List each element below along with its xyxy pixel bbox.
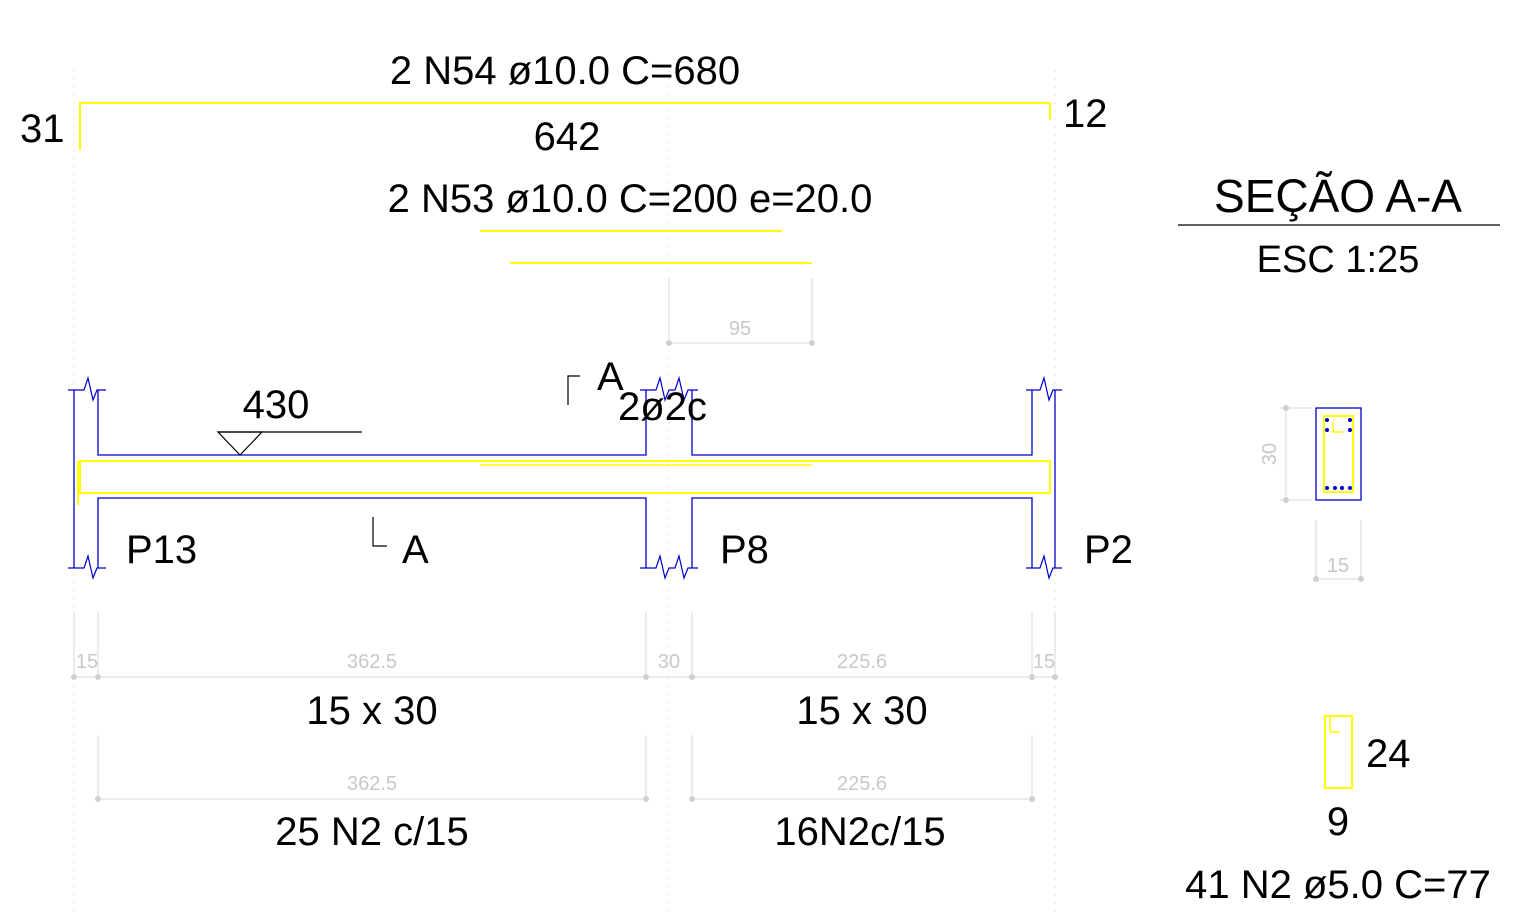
section-title: SEÇÃO A-A [1214,170,1462,222]
beam-elevation: 430 A 2ø2c A P13 P8 P2 [68,355,1133,581]
negative-rebar-detail: 2 N53 ø10.0 C=200 e=20.0 95 [388,177,873,346]
level-marker: 430 [216,383,362,456]
stirrup-width: 9 [1327,800,1349,844]
level-value: 430 [243,383,310,427]
section-cut-top-label: A [597,355,624,399]
pillar-p2: P2 [1084,528,1133,572]
top-rebar-left-hook: 31 [20,107,65,151]
dim-row1-1: 15 [76,651,98,673]
section-title-block: SEÇÃO A-A ESC 1:25 [1178,170,1500,281]
negative-rebar-label: 2 N53 ø10.0 C=200 e=20.0 [388,177,873,221]
dim-row1-2: 362.5 [347,651,397,673]
stirrup-shape [1324,715,1353,789]
dimension-row-2: 362.5 225.6 [95,735,1035,802]
top-rebar-detail: 2 N54 ø10.0 C=680 31 12 642 [20,49,1108,159]
top-rebar-shape [79,102,1051,150]
dimension-row-1: 15 362.5 30 225.6 15 [71,612,1058,680]
section-cut-top-mark [567,375,580,405]
negative-rebar-dim: 95 [729,318,751,340]
cross-section-outline [1315,407,1362,501]
longitudinal-rebars [79,460,1051,494]
stirrup-detail: 24 9 41 N2 ø5.0 C=77 [1185,715,1491,907]
dim-row1-3: 30 [658,651,680,673]
cross-section: 30 15 [1259,405,1364,582]
dim-row1-5: 15 [1033,651,1055,673]
section-cut-bottom-mark [372,517,387,547]
top-rebar-label: 2 N54 ø10.0 C=680 [390,49,740,93]
dim-row2-2: 225.6 [837,773,887,795]
section-cut-bottom-label: A [402,528,429,572]
top-rebar-right-hook: 12 [1063,92,1108,136]
stirrup-note: 2ø2c [618,385,707,429]
stirrup-height: 24 [1366,732,1411,776]
guide-lines [73,70,1056,915]
top-rebar-length: 642 [534,115,601,159]
span1-size: 15 x 30 [306,689,437,733]
cross-section-stirrup [1323,415,1354,493]
cross-section-height: 30 [1259,443,1281,465]
dim-row1-4: 225.6 [837,651,887,673]
break-symbols [68,375,1062,581]
span2-stirrups: 16N2c/15 [774,810,945,854]
stirrup-label: 41 N2 ø5.0 C=77 [1185,863,1491,907]
span1-stirrups: 25 N2 c/15 [275,810,468,854]
section-scale: ESC 1:25 [1257,239,1420,281]
pillar-p8: P8 [720,528,769,572]
span2-size: 15 x 30 [796,689,927,733]
cross-section-width: 15 [1327,555,1349,577]
pillar-p13: P13 [126,528,197,572]
dim-row2-1: 362.5 [347,773,397,795]
